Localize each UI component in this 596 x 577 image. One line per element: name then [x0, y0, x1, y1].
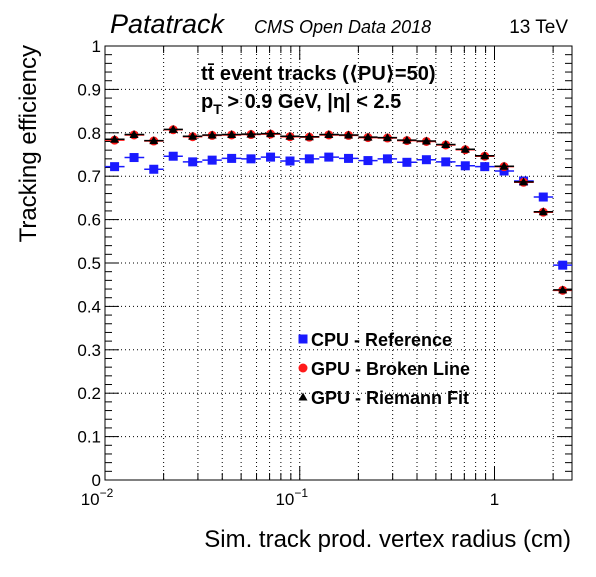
data-point: [480, 151, 490, 160]
y-tick-label: 0.2: [77, 384, 101, 403]
data-point: [382, 133, 392, 142]
series-cpu-reference: [105, 151, 572, 270]
data-point: [499, 161, 509, 170]
data-point: [149, 136, 159, 145]
data-point: [129, 153, 139, 163]
data-point: [266, 152, 276, 162]
x-tick-label: 10−2: [81, 486, 114, 509]
data-point: [266, 129, 276, 138]
legend: CPU - Reference GPU - Broken Line GPU - Ri…: [298, 330, 470, 408]
data-point: [421, 136, 431, 145]
data-point: [519, 177, 529, 186]
y-tick-label: 0.6: [77, 211, 101, 230]
data-point: [382, 154, 392, 164]
data-point: [207, 155, 217, 165]
data-point: [246, 129, 256, 138]
data-point: [246, 154, 256, 164]
data-point: [285, 131, 295, 140]
y-tick-label: 1: [92, 37, 101, 56]
y-tick-label: 0.4: [77, 297, 101, 316]
y-tick-label: 0.5: [77, 254, 101, 273]
annotation-cuts-rest: > 0.9 GeV, |η| < 2.5: [222, 91, 401, 113]
data-point: [227, 130, 237, 139]
data-point: [168, 151, 178, 161]
experiment-label: Patatrack: [110, 9, 226, 39]
data-point: [304, 154, 314, 164]
data-point: [402, 157, 412, 167]
y-tick-label: 0.7: [77, 167, 101, 186]
data-point: [324, 130, 334, 139]
annotation-pt-subscript: T: [213, 101, 222, 117]
legend-label: GPU - Broken Line: [311, 359, 470, 379]
data-point: [188, 157, 198, 167]
y-tick-label: 0.8: [77, 124, 101, 143]
legend-label: CPU - Reference: [311, 330, 452, 350]
y-tick-label: 0.9: [77, 80, 101, 99]
data-point: [460, 161, 470, 171]
legend-marker: [298, 392, 308, 401]
legend-marker: [298, 334, 308, 344]
plot-area: 0 0.1 0.2 0.3 0.4 0.5 0.6 0.7 0.8 0.9 1 10−2 10−1 1: [77, 37, 573, 509]
data-point: [285, 156, 295, 166]
x-tick-label: 1: [490, 490, 499, 509]
data-point: [149, 164, 159, 174]
x-tick-label: 10−1: [275, 486, 308, 509]
data-point: [441, 140, 451, 149]
annotation-process: tt̄ event tracks (⟨PU⟩=50): [201, 63, 435, 85]
data-point: [168, 124, 178, 133]
data-point: [538, 207, 548, 216]
data-point: [344, 153, 354, 163]
data-point: [538, 192, 548, 202]
series-gpu-riemann-fit: [105, 124, 572, 294]
y-tick-label: 0.1: [77, 428, 101, 447]
dataset-label: CMS Open Data 2018: [254, 17, 431, 37]
legend-item: GPU - Riemann Fit: [298, 388, 469, 408]
data-point: [207, 130, 217, 139]
data-point: [363, 132, 373, 141]
series-gpu-broken-line: [105, 125, 572, 295]
data-point: [558, 285, 568, 294]
data-point: [558, 260, 568, 270]
data-point: [363, 156, 373, 166]
y-tick-label: 0: [92, 471, 101, 490]
data-point: [110, 134, 120, 143]
data-point: [188, 131, 198, 140]
data-point: [227, 153, 237, 163]
x-axis-title: Sim. track prod. vertex radius (cm): [204, 526, 571, 553]
annotation-pt: p: [201, 91, 213, 113]
legend-item: CPU - Reference: [298, 330, 452, 350]
legend-label: GPU - Riemann Fit: [311, 388, 469, 408]
data-point: [344, 130, 354, 139]
data-point: [304, 132, 314, 141]
data-point: [421, 155, 431, 165]
legend-item: GPU - Broken Line: [298, 359, 470, 379]
data-point: [402, 135, 412, 144]
data-point: [441, 157, 451, 167]
data-point: [110, 162, 120, 172]
energy-label: 13 TeV: [509, 17, 568, 38]
y-tick-label: 0.3: [77, 341, 101, 360]
data-point: [480, 162, 490, 172]
data-point: [129, 130, 139, 139]
y-axis-title: Tracking efficiency: [15, 45, 42, 242]
annotation-cuts: pT > 0.9 GeV, |η| < 2.5: [201, 91, 401, 117]
data-point: [324, 152, 334, 162]
data-point: [460, 144, 470, 153]
legend-marker: [298, 363, 308, 373]
